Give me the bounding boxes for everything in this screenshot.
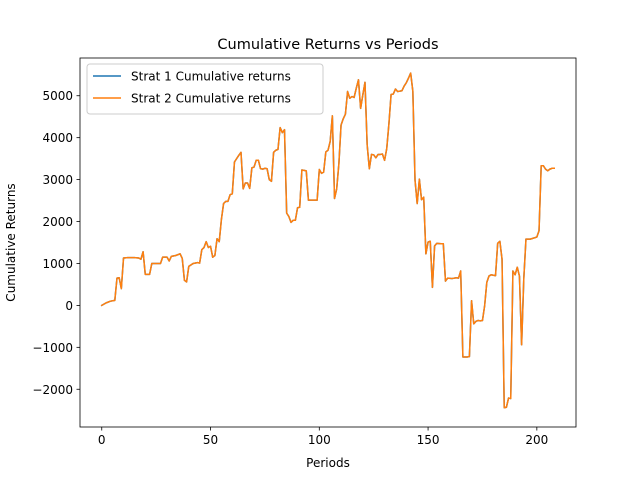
x-tick-label: 50 [203,433,218,447]
plot-frame [79,57,577,428]
series-line-strat-2 [100,72,555,409]
x-tick-label: 200 [525,433,548,447]
y-tick-label: 4000 [42,131,73,145]
legend: Strat 1 Cumulative returns Strat 2 Cumul… [86,63,324,115]
series-layer [100,72,555,409]
x-axis-label: Periods [306,456,350,470]
y-tick-label: −1000 [32,341,73,355]
y-tick-label: 1000 [42,257,73,271]
y-axis-ticks: −2000 −1000 0 1000 2000 3000 4000 5000 [32,89,80,397]
y-tick-label: −2000 [32,383,73,397]
y-tick-label: 5000 [42,89,73,103]
y-axis-label: Cumulative Returns [4,183,18,301]
legend-label-strat-2: Strat 2 Cumulative returns [131,92,291,106]
y-tick-label: 3000 [42,173,73,187]
legend-box [86,63,324,115]
x-tick-label: 0 [98,433,106,447]
plot-area [80,58,576,427]
y-tick-label: 0 [65,299,73,313]
legend-label-strat-1: Strat 1 Cumulative returns [131,70,291,84]
x-tick-label: 100 [308,433,331,447]
x-axis-ticks: 0 50 100 150 200 [98,427,548,447]
x-tick-label: 150 [417,433,440,447]
y-tick-label: 2000 [42,215,73,229]
chart-title: Cumulative Returns vs Periods [217,37,438,53]
